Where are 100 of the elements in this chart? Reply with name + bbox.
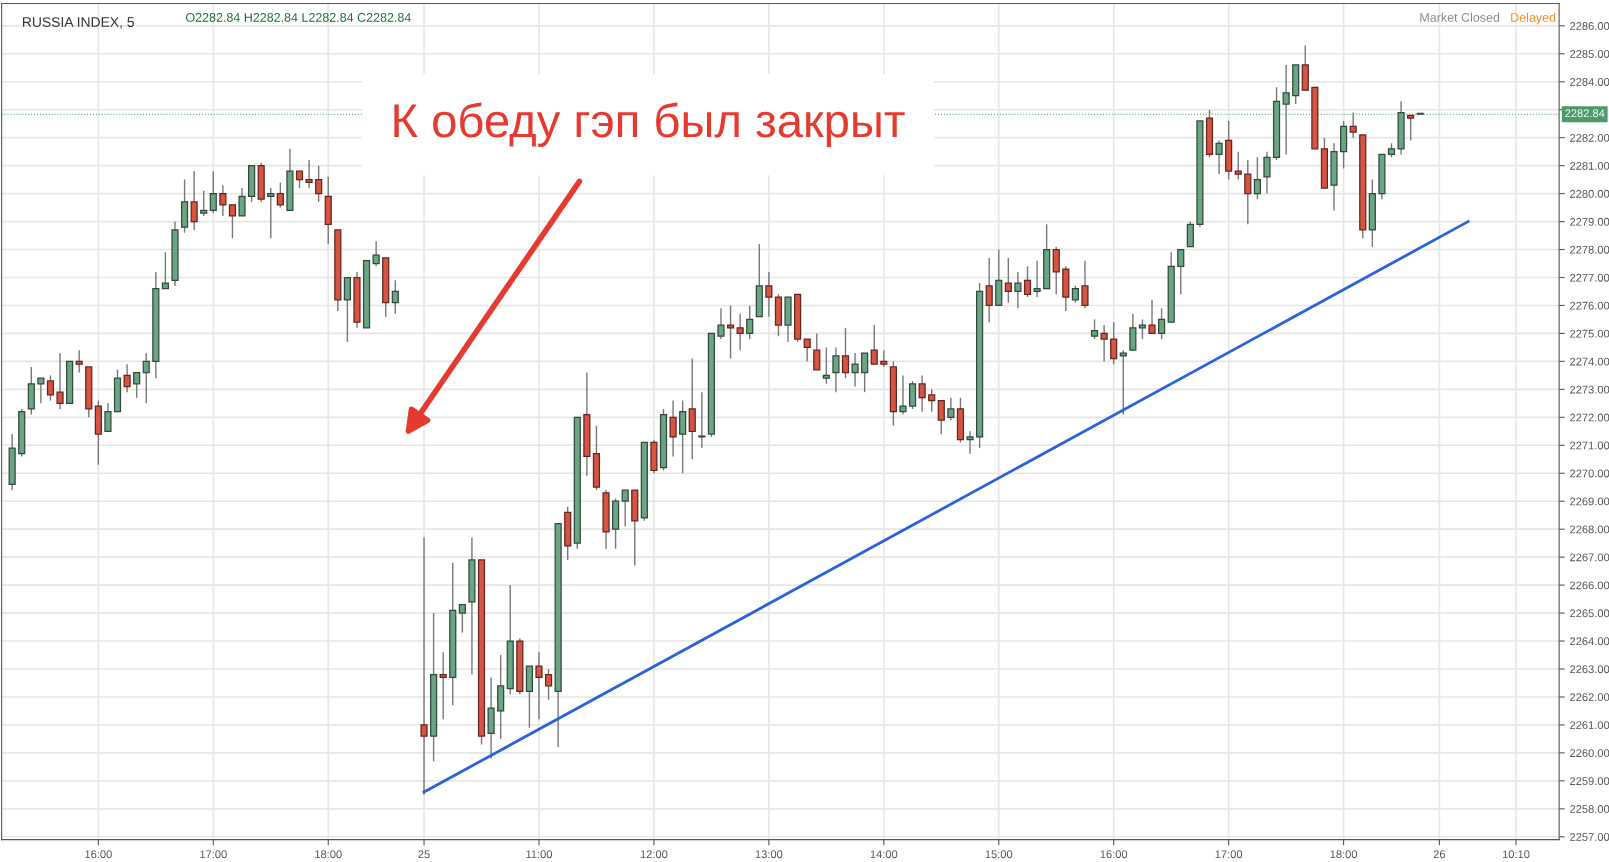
candlestick (1215, 139, 1223, 175)
x-tick-label: 18:00 (1330, 850, 1358, 859)
y-tick-label: 2277.00 (1570, 273, 1609, 282)
y-tick-label: 2275.00 (1570, 329, 1609, 338)
candlestick (123, 363, 131, 393)
y-tick-label: 2280.00 (1570, 189, 1609, 198)
candlestick (305, 159, 313, 189)
candlestick (276, 181, 284, 209)
candlestick (1129, 313, 1137, 351)
candlestick (37, 377, 45, 405)
annotation: O2282.84 H2282.84 L2282.84 C2282.84 (185, 13, 411, 22)
candlestick (851, 352, 859, 388)
candlestick (621, 489, 629, 528)
candlestick (133, 371, 141, 399)
candlestick (698, 391, 706, 449)
candlestick (1349, 111, 1357, 139)
candlestick (1052, 246, 1060, 295)
y-tick-label: 2276.00 (1570, 301, 1609, 310)
y-tick-label: 2257.00 (1570, 833, 1609, 841)
candlestick (420, 536, 428, 796)
candlestick (861, 352, 869, 393)
y-tick-label: 2273.00 (1570, 385, 1609, 394)
candlestick (1004, 257, 1012, 304)
candlestick (985, 257, 993, 323)
y-tick-label: 2274.00 (1570, 357, 1609, 366)
y-tick-label: 2271.00 (1570, 441, 1609, 450)
candlestick (1014, 271, 1022, 309)
candlestick (535, 651, 543, 721)
candlestick (238, 187, 246, 217)
candlestick (343, 276, 351, 343)
candlestick (832, 346, 840, 393)
y-tick-label: 2263.00 (1570, 665, 1609, 674)
x-tick-label: 14:00 (870, 850, 898, 859)
x-tick-label: 13:00 (755, 850, 783, 859)
candlestick (228, 204, 237, 240)
x-tick-label: 16:00 (1100, 850, 1128, 859)
x-tick-label: 12:00 (640, 850, 668, 859)
candlestick (75, 349, 83, 374)
candlestick (1033, 260, 1041, 298)
candlestick (899, 374, 907, 416)
candlestick (142, 352, 150, 405)
candlestick (1148, 299, 1156, 335)
candlestick (918, 374, 926, 413)
candlestick (1023, 265, 1032, 298)
candlestick (803, 338, 811, 363)
candlestick (688, 357, 696, 460)
candlestick (1138, 318, 1147, 340)
text: RUSSIA INDEX, 5 (23, 17, 134, 29)
x-tick-label: 15:00 (985, 850, 1013, 859)
y-tick-label: 2272.00 (1570, 413, 1609, 422)
candlestick (765, 271, 773, 318)
candlestick (1263, 150, 1271, 195)
candlestick (937, 399, 945, 435)
y-tick-label: 2286.00 (1570, 22, 1609, 30)
candlestick (46, 374, 55, 402)
candlestick (200, 190, 208, 217)
y-tick-label: 2262.00 (1570, 693, 1609, 702)
candlestick (190, 170, 198, 231)
candlestick (1244, 159, 1252, 226)
candlestick (1090, 318, 1099, 340)
y-tick-label: 2278.00 (1570, 245, 1609, 254)
x-tick-label: 10:10 (1502, 850, 1530, 859)
candlestick (908, 380, 917, 410)
candlestick (736, 313, 744, 351)
candlestick (161, 251, 170, 290)
candlestick (966, 430, 974, 455)
y-tick-label: 2269.00 (1570, 497, 1609, 506)
y-tick-label: 2284.00 (1570, 78, 1609, 86)
candlestick (1081, 260, 1089, 309)
y-tick-label: 2268.00 (1570, 525, 1609, 534)
candlestick (1177, 248, 1185, 295)
annotation: Market Closed (1420, 12, 1500, 22)
y-tick-label: 2266.00 (1570, 581, 1609, 590)
candlestick (56, 352, 64, 410)
candlestick (315, 164, 323, 203)
candlestick (372, 240, 380, 268)
x-tick-label: 17:00 (200, 850, 227, 859)
x-tick-label: 25 (418, 850, 430, 859)
candlestick (439, 651, 447, 721)
candlestick (947, 397, 955, 421)
y-tick-label: 2282.00 (1570, 133, 1609, 142)
candlestick (458, 603, 466, 634)
candlestick (841, 327, 850, 379)
candlestick (1253, 156, 1261, 200)
candlestick (1100, 324, 1108, 363)
candlestick (669, 399, 677, 458)
candlestick (544, 668, 553, 701)
y-tick-label: 2270.00 (1570, 469, 1609, 478)
candlestick (209, 170, 217, 214)
candlestick (1119, 349, 1127, 416)
y-tick-label: 2261.00 (1570, 721, 1609, 730)
candlestick (104, 402, 112, 433)
candlestick (391, 279, 399, 315)
candlestick (822, 346, 830, 385)
x-tick-label: 16:00 (85, 850, 112, 859)
candlestick (1407, 114, 1415, 142)
candlestick (679, 399, 687, 474)
x-tick-label: 26 (1433, 850, 1446, 859)
y-tick-label: 2279.00 (1570, 217, 1609, 226)
candlestick (746, 304, 754, 340)
